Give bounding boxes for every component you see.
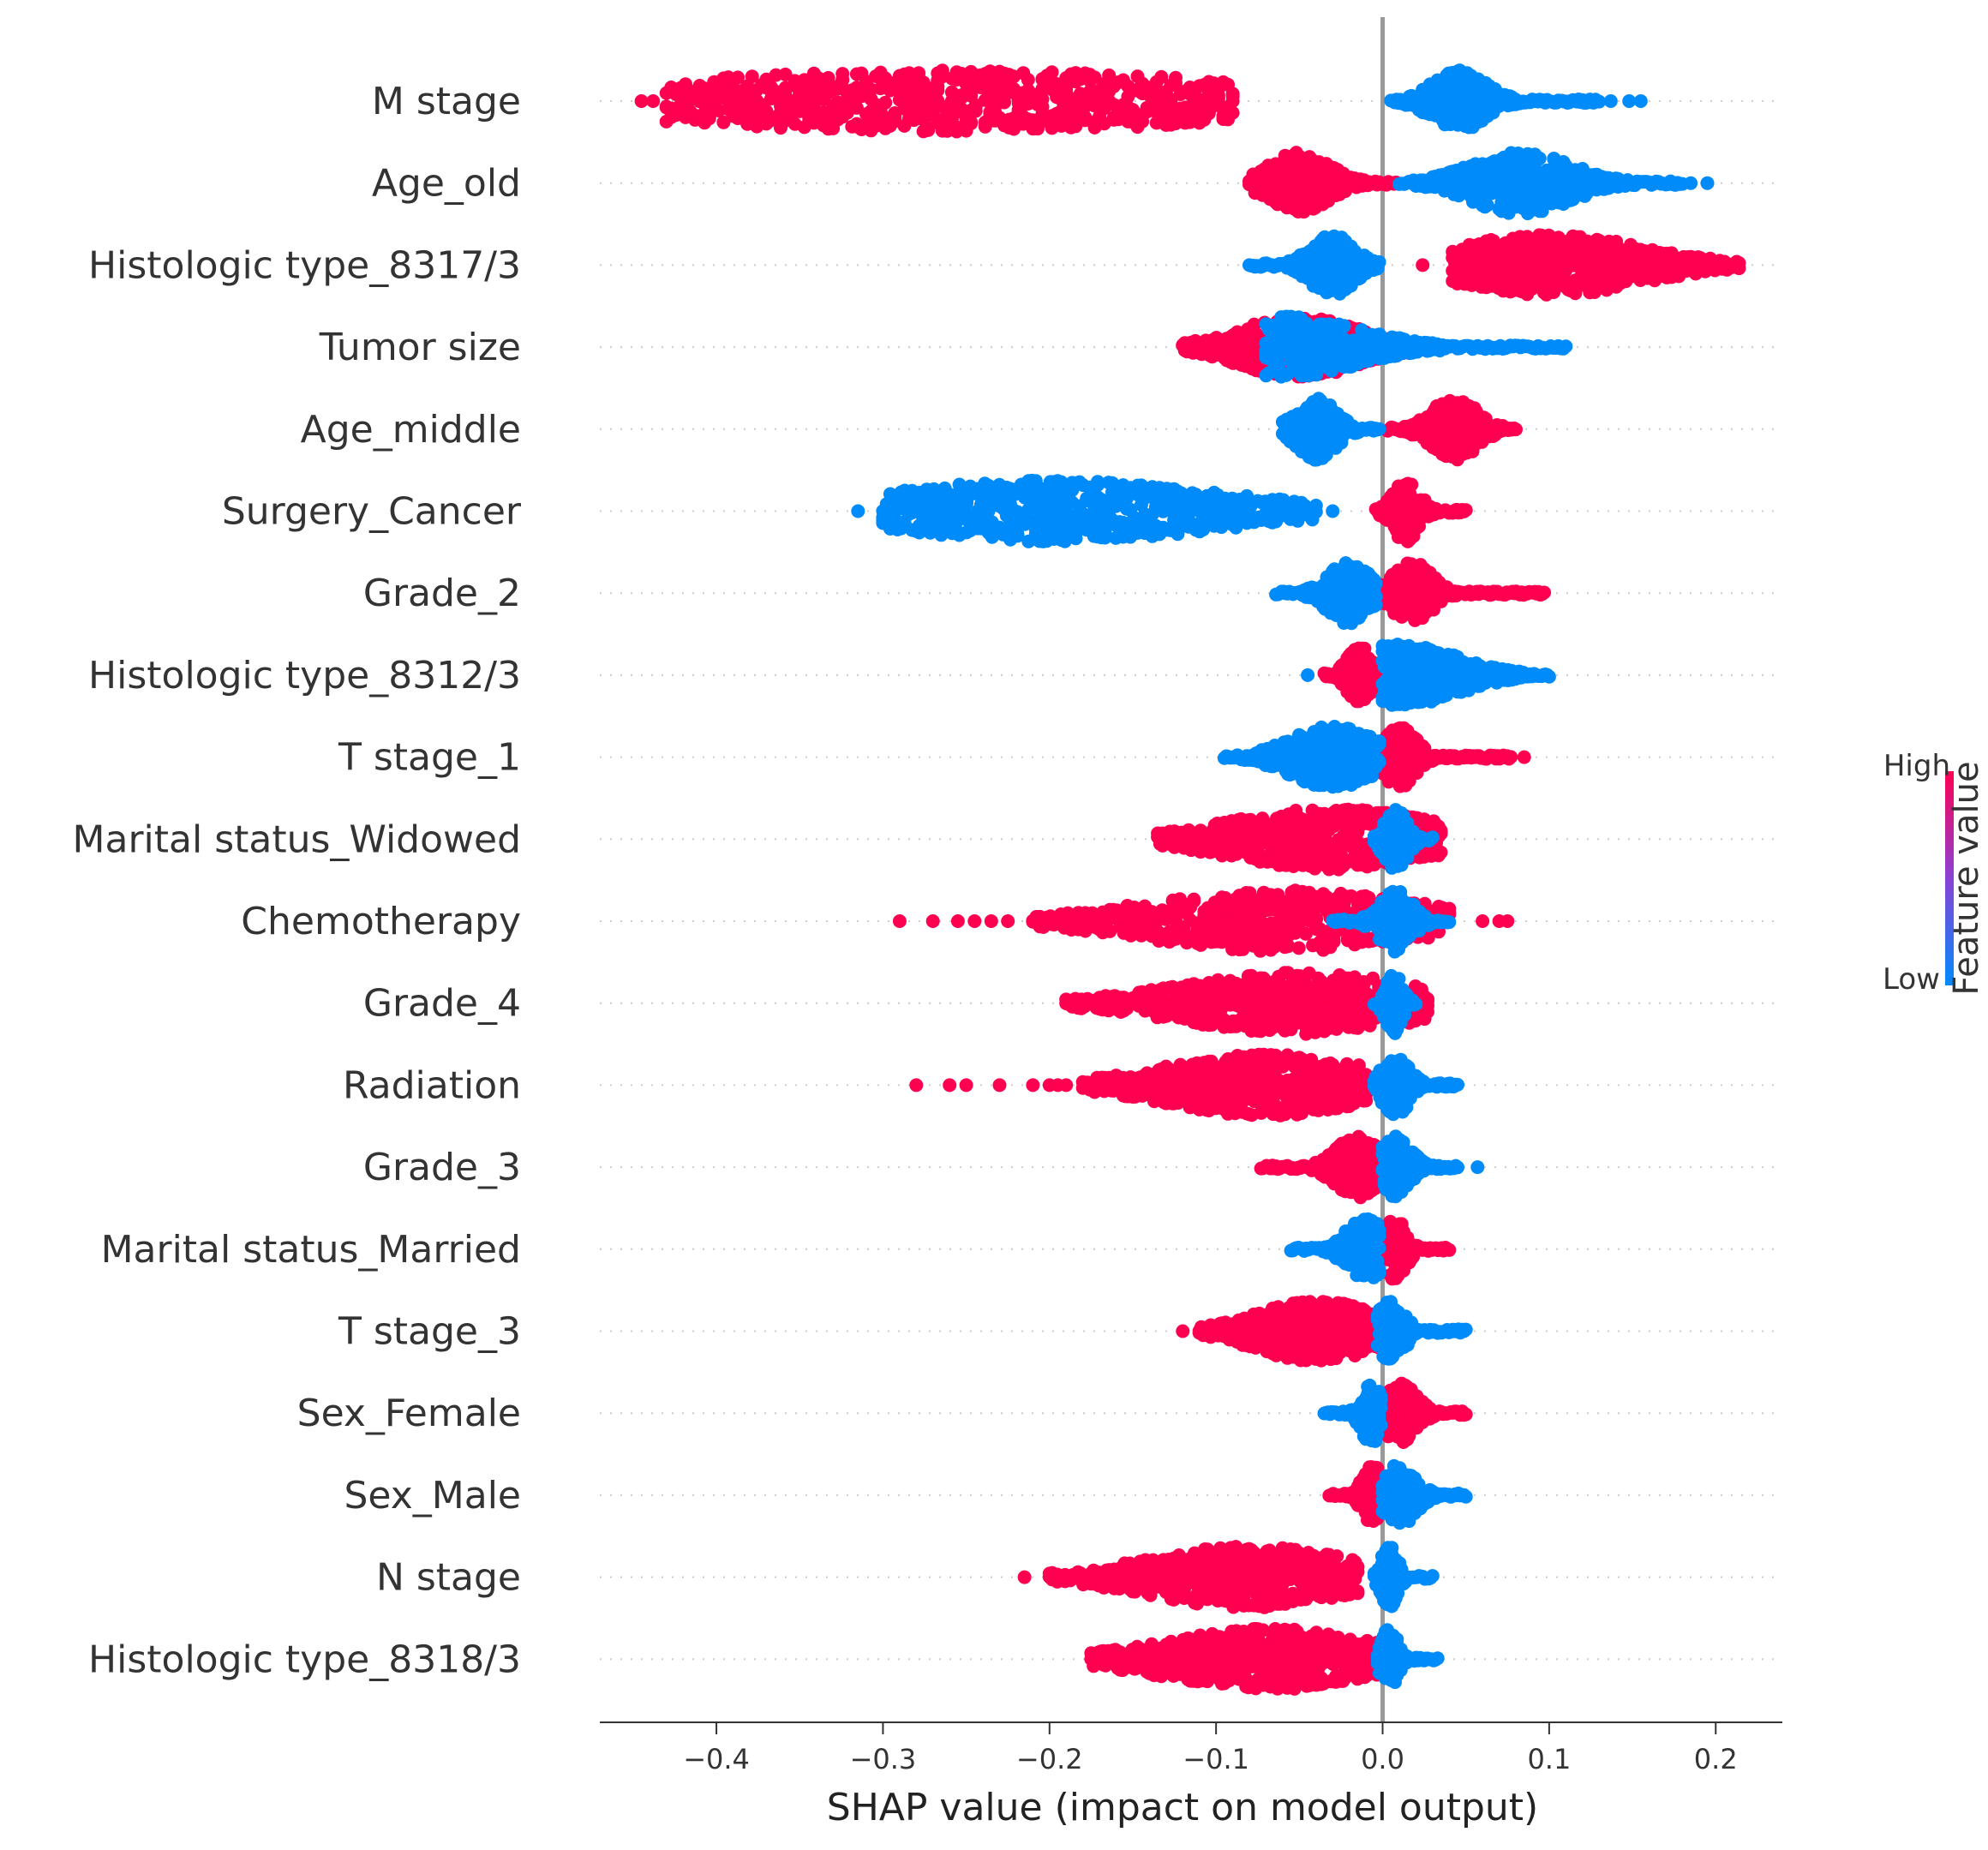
feature-row-dots [1242,146,1715,220]
shap-dot-low [1480,198,1494,213]
feature-row-dots [634,63,1648,139]
shap-dot-high [878,95,893,110]
row-gridlines [600,100,1782,1661]
shap-dot-outlier-high [634,94,649,108]
shap-dot-outlier-high [1416,258,1430,272]
shap-dot-outlier-low [1603,94,1618,108]
feature-row-dots [1275,392,1523,467]
shap-dot-high [1021,73,1035,87]
beeswarm-dots [634,63,1746,1696]
shap-dot-low [1337,319,1351,333]
shap-dot-high [1509,422,1523,437]
shap-dot-high [1087,70,1102,85]
shap-dot-outlier-low [851,504,865,518]
feature-row-dots [1242,228,1746,302]
shap-dot-low [1532,151,1547,165]
shap-dot-high [1045,65,1059,80]
shap-dot-high [1732,256,1746,270]
shap-dot-outlier-low [1684,176,1698,190]
shap-dot-high [1458,503,1473,518]
shap-dot-high [921,123,936,137]
shap-dot-outlier-low [1622,94,1637,108]
shap-dot-low [1308,499,1323,512]
shap-dot-low [1372,254,1386,269]
shap-dot-high [1169,76,1183,90]
shap-dot-high [1030,122,1045,135]
shap-dot-high [1154,69,1169,84]
shap-dot-outlier-high [676,94,691,108]
shap-dot-high [835,72,850,87]
shap-dot-high [997,95,1011,110]
shap-dot-high [731,70,745,85]
shap-dot-low [1559,339,1573,354]
shap-dot-high [745,69,759,84]
shap-dot-high [964,117,979,130]
shap-dot-high [1035,92,1050,106]
shap-dot-high [1537,585,1552,600]
shap-dot-outlier-low [1633,94,1648,108]
shap-dot-high [1404,477,1419,492]
shap-dot-high [1225,105,1240,120]
shap-dot-low [1372,422,1386,436]
shap-dot-low [1368,598,1383,613]
shap-dot-outlier-low [1700,176,1715,190]
shap-dot-outlier-high [1187,94,1201,108]
shap-dot-high [931,83,945,98]
shap-dot-low [1368,577,1383,590]
shap-dot-high [888,110,902,124]
feature-row-dots [1269,556,1552,631]
feature-row-dots [1176,309,1573,384]
feature-row-dots [1301,638,1556,712]
shap-dot-low [1592,94,1607,109]
shap-dot-high [968,104,983,118]
shap-dot-outlier-high [646,94,661,108]
shap-dot-outlier-low [1326,504,1340,518]
shap-dot-outlier-high [1225,94,1240,108]
shap-dot-outlier-high [1209,94,1224,108]
feature-row-dots [851,473,1473,548]
